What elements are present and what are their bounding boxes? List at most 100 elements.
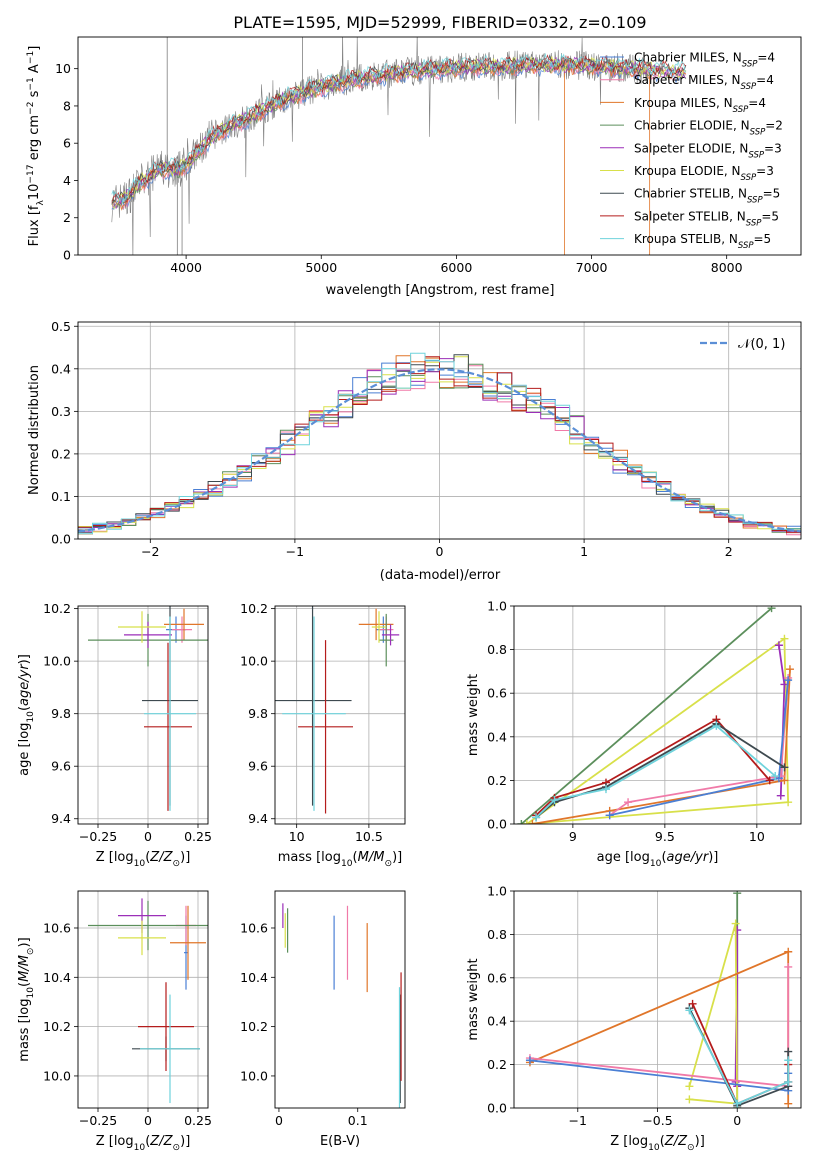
x-tick-label: 10.5 (355, 829, 383, 844)
weight-marker (784, 676, 793, 685)
label-part: mass [log (17, 999, 32, 1062)
label-part: =4 (748, 96, 766, 110)
weight-marker (784, 1099, 793, 1108)
legend-label: Kroupa MILES, NSSP=4 (634, 96, 766, 115)
y-tick-label: 8 (63, 98, 71, 113)
label-part: )] (695, 1134, 705, 1149)
y-tick-label: 10 (55, 61, 71, 76)
weight-marker (733, 891, 742, 898)
label-part: Z [log (96, 850, 134, 865)
label-part: ⊙ (173, 859, 181, 869)
y-tick-label: 0.4 (51, 361, 71, 376)
y-tick-label: 9.8 (248, 706, 268, 721)
weight-marker (767, 606, 776, 613)
y-tick-label: 10.2 (240, 601, 268, 616)
mass_vs_ebv-plot-area (282, 903, 402, 1108)
weight-marker (685, 1095, 694, 1104)
y-tick-label: 9.6 (51, 759, 71, 774)
label-part: Kroupa ELODIE, N (634, 164, 741, 178)
x-tick-label: 8000 (711, 260, 743, 275)
x-tick-label: 10 (289, 829, 305, 844)
y-tick-label: 10.2 (240, 1019, 268, 1034)
x-tick-label: 0.1 (348, 1113, 368, 1128)
label-part: SSP (748, 150, 764, 160)
x-tick-label: 7000 (576, 260, 608, 275)
weight-marker (776, 791, 785, 800)
weight-marker (528, 820, 537, 824)
weight-marker (685, 1006, 694, 1015)
label-part: )] (708, 850, 718, 865)
figure-title: PLATE=1595, MJD=52999, FIBERID=0332, z=0… (233, 13, 646, 32)
weight-marker (780, 763, 789, 772)
age_vs_Z-plot-area (78, 606, 208, 824)
label-part: )] (180, 1134, 190, 1149)
label-part: ⊙ (173, 1143, 181, 1153)
axes-frame (513, 890, 802, 1109)
legend-label: Kroupa ELODIE, NSSP=3 (634, 164, 774, 183)
label-part: Salpeter MILES, N (634, 73, 741, 87)
x-tick-label: 0 (436, 544, 444, 559)
residuals-plot-area (78, 322, 801, 539)
spectrum-panel: 4000 5000 6000 7000 8000 0 2 4 6 8 10 wavelength [A… (26, 36, 802, 298)
y-tick-label: 10.0 (240, 654, 268, 669)
label-part: λ (36, 200, 46, 206)
y-tick-label: 10.4 (240, 970, 268, 985)
label-part: =5 (763, 187, 781, 201)
y-tick-label: 4 (63, 173, 71, 188)
label-part: SSP (747, 196, 763, 206)
y-tick-label: 10.2 (43, 601, 71, 616)
weight-line (520, 607, 773, 824)
y-tick-label: 0.8 (487, 642, 507, 657)
y-axis-label: mass weight (466, 958, 481, 1040)
weight-marker (784, 947, 793, 956)
x-axis-label: Z [log10(Z/Z⊙)] (96, 850, 191, 869)
label-part: mass [log (278, 850, 341, 865)
y-axis-label: Flux [fλ10−17 erg cm−2 s−1 A−1] (26, 46, 46, 247)
y-tick-label: 9.8 (51, 706, 71, 721)
label-part: )] (392, 850, 402, 865)
x-tick-label: 0.25 (184, 829, 212, 844)
y-tick-label: 0.4 (487, 729, 507, 744)
label-part: age/yr (17, 663, 32, 706)
y-tick-label: 10.0 (43, 1068, 71, 1083)
legend-label: Chabrier STELIB, NSSP=5 (634, 187, 780, 206)
weight-line (688, 923, 739, 1105)
x-axis-label: Z [log10(Z/Z⊙)] (610, 1134, 705, 1153)
label-part: age [log (17, 723, 32, 776)
label-part: −1 (26, 51, 36, 64)
x-tick-label: 1 (580, 544, 588, 559)
label-part: SSP (742, 60, 758, 70)
label-part: ( (145, 850, 150, 865)
label-part: 10 (650, 859, 662, 869)
normal-curve (78, 368, 801, 533)
model-spectrum-line (111, 60, 687, 211)
label-part: ⊙ (384, 859, 392, 869)
weight-marker (733, 1099, 742, 1108)
x-tick-label: 0 (733, 1113, 741, 1128)
weight-marker (784, 1077, 793, 1086)
y-tick-label: 0.0 (487, 1101, 507, 1116)
label-part: =4 (756, 73, 774, 87)
label-part: 10 (341, 859, 353, 869)
label-part: ⊙ (687, 1143, 695, 1153)
label-part: Salpeter ELODIE, N (634, 141, 748, 155)
weight-marker (771, 772, 780, 781)
legend-label: Chabrier ELODIE, NSSP=2 (634, 119, 783, 138)
x-tick-label: −0.5 (642, 1113, 672, 1128)
y-tick-label: 0.5 (51, 319, 71, 334)
label-part: Z [log (96, 1134, 134, 1149)
x-tick-label: −1 (286, 544, 304, 559)
x-tick-label: 9.5 (655, 829, 675, 844)
label-part: Z [log (610, 1134, 648, 1149)
y-axis-label: mass [log10(M/M⊙)] (17, 937, 36, 1061)
label-part: age [log (597, 850, 650, 865)
model-spectrum-line (111, 54, 687, 204)
weight-marker (784, 798, 793, 807)
weight-marker (688, 999, 697, 1008)
weight-marker (601, 785, 610, 794)
weight-line (688, 1007, 790, 1107)
weight-marker (774, 641, 783, 650)
